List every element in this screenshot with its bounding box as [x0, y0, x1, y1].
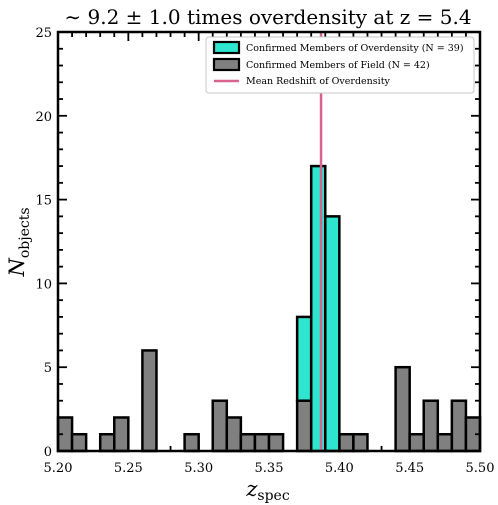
overdensity-bar — [295, 315, 313, 402]
field-bar — [253, 432, 271, 453]
y-tick-label: 25 — [35, 26, 52, 41]
field-bar — [352, 432, 369, 453]
field-bar — [141, 349, 158, 453]
x-axis-label: zspec — [245, 477, 290, 504]
field-bar — [408, 432, 425, 453]
y-tick-label: 0 — [44, 445, 52, 460]
field-bar — [211, 399, 229, 453]
x-tick-label: 5.20 — [44, 461, 73, 476]
axis-ticks — [57, 31, 481, 452]
x-tick-label: 5.30 — [184, 461, 213, 476]
y-axis-label-sub: objects — [17, 207, 33, 258]
overdensity-bar — [324, 215, 341, 453]
x-tick-label: 5.35 — [255, 461, 284, 476]
field-bar — [98, 432, 116, 453]
legend-swatch-field — [212, 57, 241, 72]
x-tick-label: 5.40 — [325, 461, 354, 476]
field-bar — [450, 399, 468, 453]
tick-labels: 5.20 5.25 5.30 5.35 5.40 5.45 5.50 0 5 10 15 20 25 — [35, 26, 494, 476]
field-bar — [394, 365, 411, 453]
legend-label-overdensity: Confirmed Members of Overdensity (N = 39… — [246, 43, 464, 54]
field-bar — [113, 416, 130, 453]
legend-box — [205, 36, 475, 94]
y-tick-label: 5 — [44, 361, 52, 376]
y-axis-label: Nobjects — [5, 207, 33, 277]
x-tick-label: 5.25 — [114, 461, 143, 476]
legend: Confirmed Members of Overdensity (N = 39… — [205, 36, 475, 94]
y-tick-label: 20 — [35, 110, 52, 125]
field-bar — [225, 416, 243, 453]
x-tick-label: 5.45 — [395, 461, 424, 476]
legend-label-field: Confirmed Members of Field (N = 42) — [246, 60, 430, 71]
field-bar — [183, 432, 200, 453]
plot-frame — [56, 30, 482, 453]
y-tick-label: 15 — [35, 194, 52, 209]
histogram-bars — [56, 164, 482, 453]
x-axis-label-sub: spec — [257, 488, 289, 504]
field-bar — [267, 432, 285, 453]
chart-title: ∼ 9.2 ± 1.0 times overdensity at z = 5.4 — [64, 5, 471, 29]
legend-swatch-overdensity — [212, 40, 241, 55]
field-bar — [436, 432, 454, 453]
y-axis-label-main: N — [5, 258, 29, 278]
x-axis-label-main: z — [245, 477, 258, 501]
field-bar — [422, 399, 440, 453]
legend-label-mean: Mean Redshift of Overdensity — [246, 76, 391, 87]
overdensity-bar — [309, 164, 327, 453]
field-bar — [239, 432, 257, 453]
field-bar — [338, 432, 355, 453]
y-tick-label: 10 — [35, 277, 52, 292]
field-bar — [70, 432, 88, 453]
field-bar — [295, 399, 313, 453]
x-tick-label: 5.50 — [466, 461, 495, 476]
